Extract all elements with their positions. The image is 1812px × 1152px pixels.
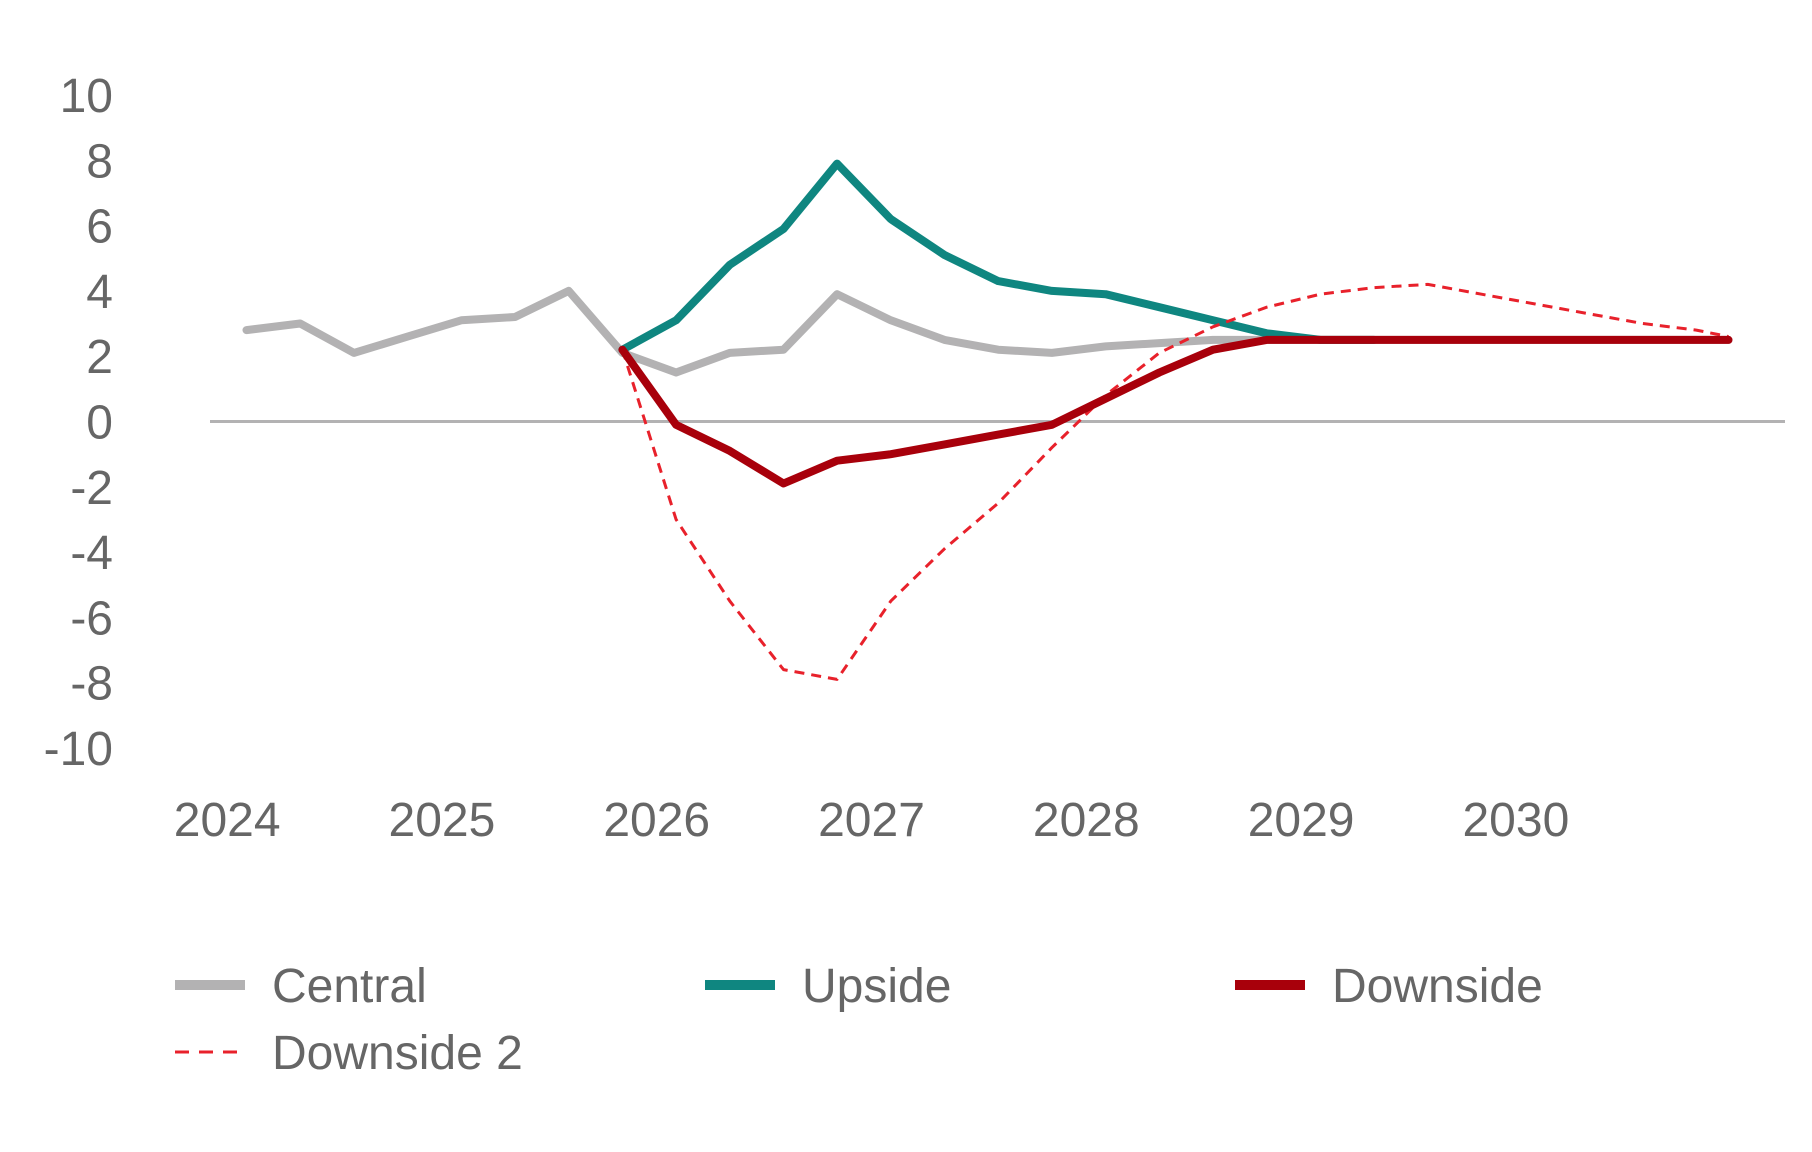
series-lines (242, 159, 1733, 681)
y-tick-label: 10 (60, 70, 113, 123)
y-tick-label: -2 (70, 462, 113, 515)
x-tick-label: 2028 (1033, 794, 1140, 847)
series-line-downside (618, 335, 1733, 488)
x-tick-label: 2027 (818, 794, 925, 847)
y-tick-label: -4 (70, 527, 113, 580)
y-tick-label: 2 (86, 331, 113, 384)
series-line-upside (618, 159, 1379, 354)
y-tick-label: 8 (86, 135, 113, 188)
legend-label: Downside (1332, 960, 1543, 1013)
legend-item: Upside (705, 960, 951, 1013)
legend-item: Central (175, 960, 427, 1013)
series-line-central (242, 286, 1733, 377)
x-axis-ticks: 2024 2025 2026 2027 2028 2029 2030 (174, 794, 1570, 847)
y-tick-label: 0 (86, 397, 113, 450)
y-axis-ticks: 10 8 6 4 2 0 -2 -4 -6 -8 -10 (44, 70, 113, 776)
series-line-downside-2 (620, 282, 1729, 681)
legend: Central Upside Downside Downside 2 (175, 960, 1543, 1080)
y-tick-label: -6 (70, 592, 113, 645)
legend-label: Upside (802, 960, 951, 1013)
x-tick-label: 2029 (1248, 794, 1355, 847)
x-tick-label: 2026 (603, 794, 710, 847)
x-tick-label: 2025 (389, 794, 496, 847)
y-tick-label: 6 (86, 201, 113, 254)
legend-item: Downside (1235, 960, 1543, 1013)
legend-label: Central (272, 960, 427, 1013)
y-tick-label: 4 (86, 266, 113, 319)
y-tick-label: -10 (44, 723, 113, 776)
x-tick-label: 2024 (174, 794, 281, 847)
y-tick-label: -8 (70, 658, 113, 711)
legend-label: Downside 2 (272, 1027, 523, 1080)
x-tick-label: 2030 (1462, 794, 1569, 847)
legend-item: Downside 2 (175, 1027, 523, 1080)
